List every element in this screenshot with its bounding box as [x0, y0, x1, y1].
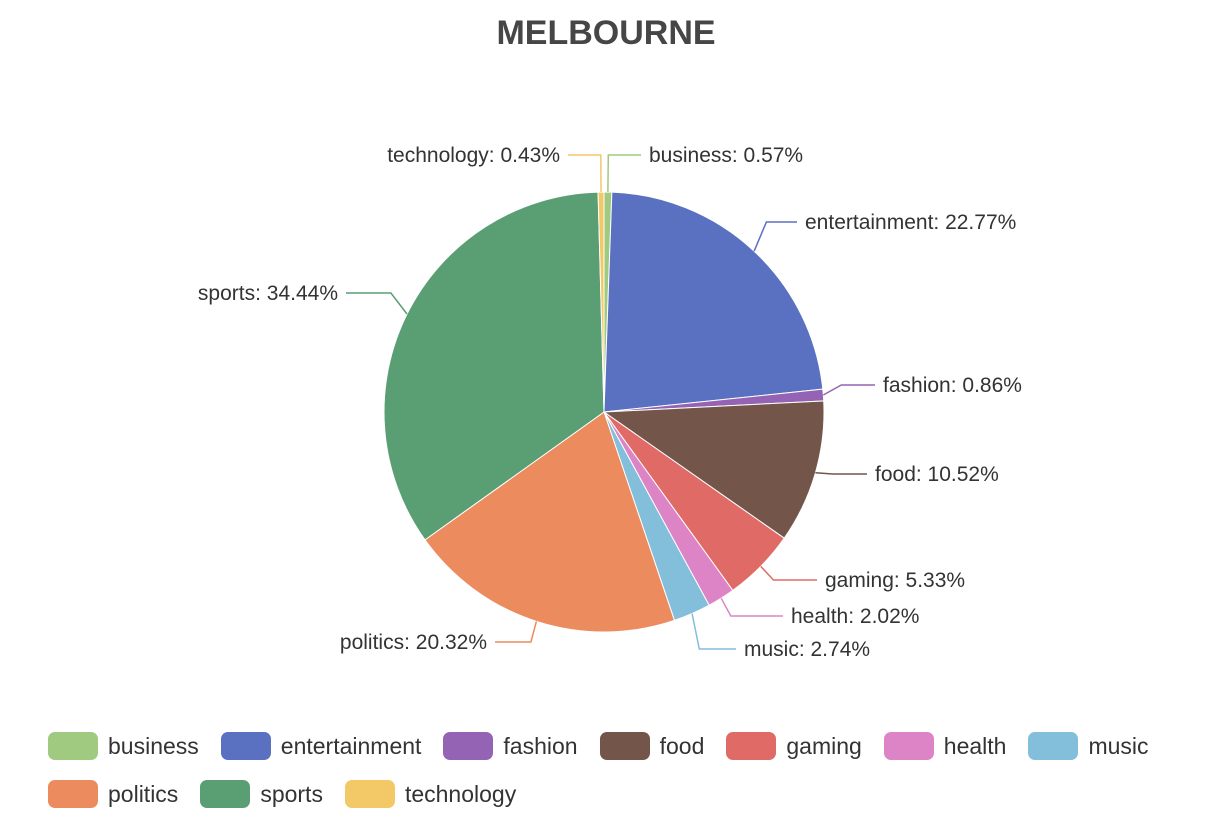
legend-swatch-fashion — [443, 732, 494, 760]
legend-swatch-food — [599, 732, 650, 760]
legend-item-business[interactable]: business — [48, 732, 199, 760]
legend-label-politics: politics — [108, 780, 179, 807]
legend-item-technology[interactable]: technology — [344, 780, 517, 808]
legend-swatch-technology — [344, 780, 395, 808]
legend-label-health: health — [943, 732, 1007, 759]
legend-swatch-politics — [48, 780, 98, 808]
slice-label-health: health: 2.02% — [791, 605, 919, 628]
leader-line-food — [815, 472, 867, 475]
slice-label-food: food: 10.52% — [875, 463, 999, 486]
slice-label-business: business: 0.57% — [649, 144, 803, 167]
slice-labels: business: 0.57% entertainment: 22.77% fash… — [198, 144, 1022, 661]
legend-label-fashion: fashion — [503, 732, 578, 759]
slice-label-sports: sports: 34.44% — [198, 282, 338, 305]
legend-label-sports: sports — [260, 780, 323, 807]
slice-label-music: music: 2.74% — [744, 638, 870, 661]
leader-line-fashion — [822, 384, 875, 396]
legend-swatch-business — [48, 732, 98, 760]
legend-label-technology: technology — [404, 780, 517, 807]
pie-slice-technology[interactable] — [597, 191, 605, 413]
pie-slice-entertainment[interactable] — [603, 191, 824, 413]
legend-item-gaming[interactable]: gaming — [726, 732, 862, 760]
legend: business entertainment fashion food gaming he… — [48, 722, 1188, 818]
legend-item-music[interactable]: music — [1028, 732, 1149, 760]
legend-item-entertainment[interactable]: entertainment — [220, 732, 422, 760]
leader-line-music — [691, 613, 736, 650]
legend-row-2: politics sports technology — [48, 770, 1188, 818]
legend-label-entertainment: entertainment — [280, 732, 422, 759]
pie-slice-sports[interactable] — [383, 191, 605, 541]
slice-label-gaming: gaming: 5.33% — [825, 569, 965, 592]
legend-label-music: music — [1088, 732, 1149, 759]
leader-lines — [346, 154, 875, 650]
legend-row-1: business entertainment fashion food gaming he… — [48, 722, 1188, 770]
pie-slice-politics[interactable] — [424, 411, 676, 633]
legend-swatch-health — [883, 732, 934, 760]
legend-item-health[interactable]: health — [883, 732, 1007, 760]
slice-label-fashion: fashion: 0.86% — [883, 374, 1022, 397]
legend-item-food[interactable]: food — [599, 732, 705, 760]
chart-title: MELBOURNE — [496, 14, 716, 52]
legend-swatch-gaming — [726, 732, 777, 760]
leader-line-sports — [346, 292, 408, 315]
slice-label-entertainment: entertainment: 22.77% — [805, 211, 1016, 234]
leader-line-entertainment — [753, 221, 797, 252]
leader-line-business — [607, 154, 641, 193]
legend-item-politics[interactable]: politics — [48, 780, 178, 808]
legend-label-food: food — [659, 732, 705, 759]
leader-line-technology — [568, 154, 602, 193]
slice-label-technology: technology: 0.43% — [387, 144, 560, 167]
pie-slices — [383, 191, 825, 633]
leader-line-health — [720, 597, 783, 617]
legend-swatch-sports — [200, 780, 251, 808]
legend-swatch-entertainment — [220, 732, 271, 760]
leader-line-politics — [495, 621, 538, 643]
legend-label-gaming: gaming — [786, 732, 862, 759]
slice-label-politics: politics: 20.32% — [340, 631, 487, 654]
legend-label-business: business — [108, 732, 199, 759]
legend-item-fashion[interactable]: fashion — [443, 732, 578, 760]
legend-item-sports[interactable]: sports — [200, 780, 323, 808]
leader-line-gaming — [760, 565, 817, 581]
legend-swatch-music — [1028, 732, 1079, 760]
